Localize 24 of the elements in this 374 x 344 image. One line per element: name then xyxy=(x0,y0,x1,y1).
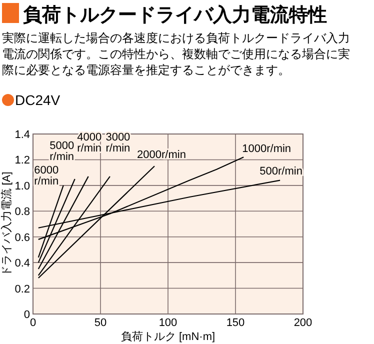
x-tick-label: 150 xyxy=(226,317,245,329)
y-tick-label: 1.2 xyxy=(14,154,30,167)
y-tick-label: 0 xyxy=(24,309,30,321)
x-tick-label: 50 xyxy=(94,317,107,329)
text: 4000 r/min xyxy=(77,131,102,154)
series-label: 5000 r/min xyxy=(50,140,74,163)
series-label: 6000 r/min xyxy=(34,164,59,188)
x-tick-label: 200 xyxy=(294,317,312,329)
series-label: 2000r/min xyxy=(137,149,186,162)
y-tick-label: 0.4 xyxy=(14,258,30,270)
y-axis-title: ドライバ入力電流 [A] xyxy=(0,172,13,276)
y-tick-label: 1.4 xyxy=(14,129,30,141)
series-label: 500r/min xyxy=(260,165,302,178)
chart-title: 負荷トルクードライバ入力電流特性 xyxy=(23,4,327,26)
y-tick-label: 0.2 xyxy=(14,283,30,296)
y-tick-label: 1.0 xyxy=(14,180,30,192)
x-axis-title: 負荷トルク [mN·m] xyxy=(120,330,216,343)
series-label: 1000r/min xyxy=(242,143,292,156)
chart-subtitle: 実際に運転した場合の各速度における負荷トルクードライバ入力電流の関係です。この特性から、複数軸でご使用になる場合に実際に必要となる電源容量を推定することができます。 xyxy=(2,31,350,77)
y-tick-label: 0.8 xyxy=(14,206,30,218)
text: DC24V xyxy=(15,92,61,108)
text: 3000 r/min xyxy=(106,131,130,154)
x-tick-label: 100 xyxy=(158,317,178,329)
y-tick-label: 0.6 xyxy=(14,232,30,244)
